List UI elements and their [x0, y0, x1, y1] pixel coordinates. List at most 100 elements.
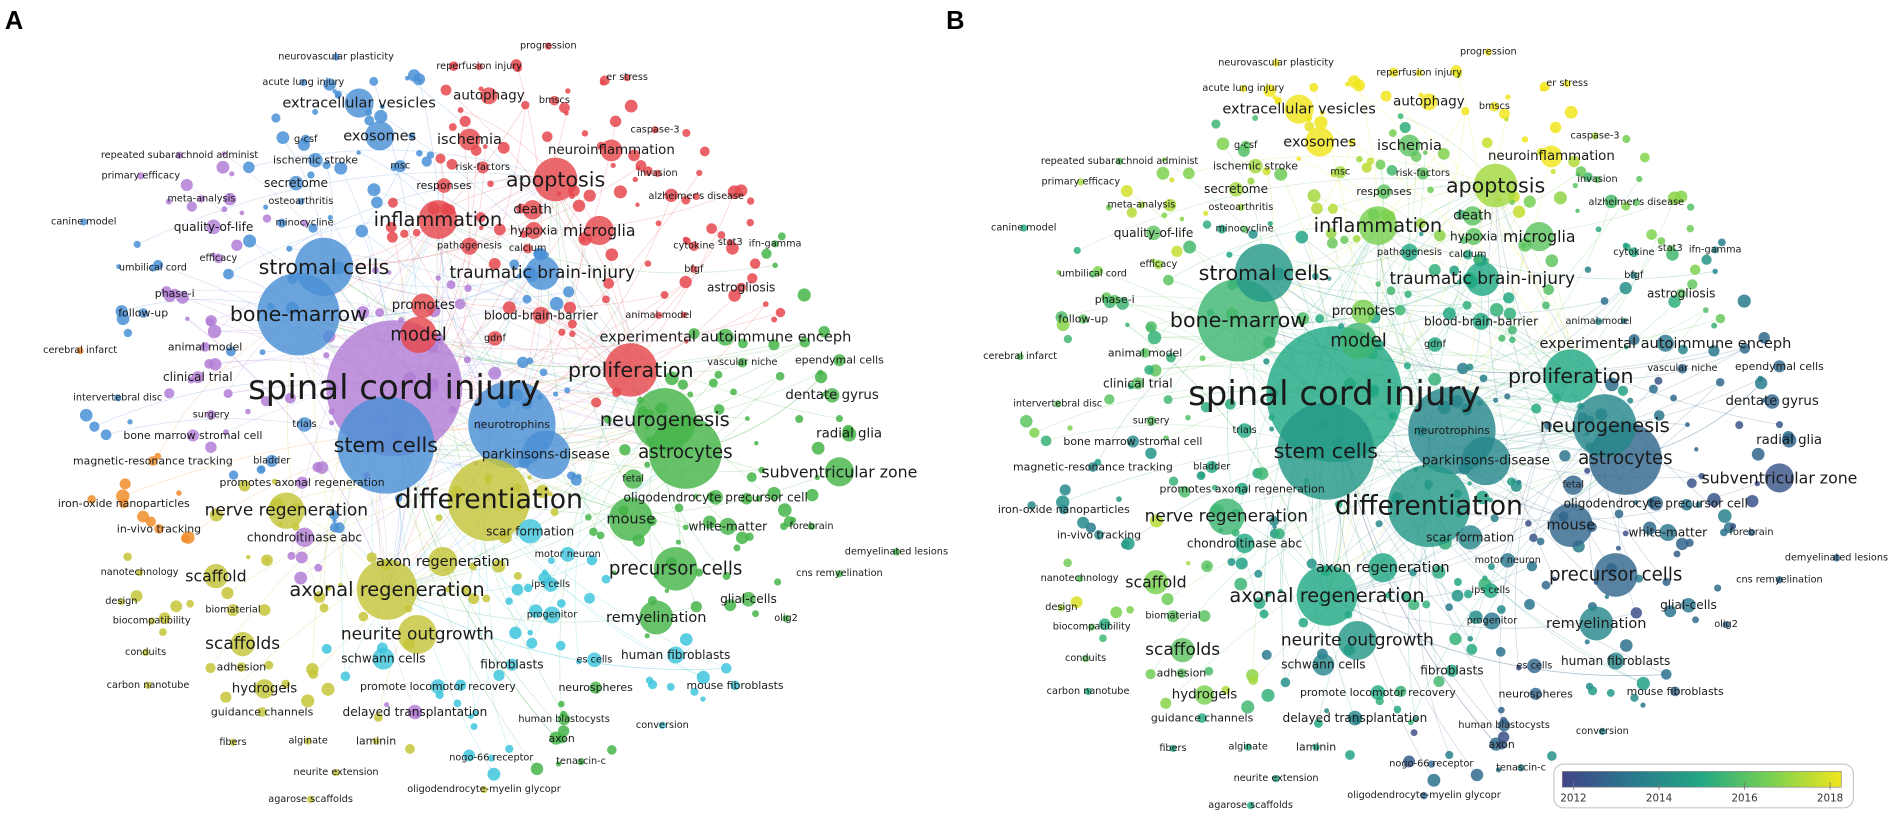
keyword-label[interactable]: neurite outgrowth — [1281, 630, 1434, 650]
keyword-node[interactable] — [300, 134, 311, 145]
keyword-node[interactable] — [633, 388, 697, 452]
keyword-node[interactable] — [1462, 249, 1473, 260]
keyword-node[interactable] — [604, 343, 658, 397]
keyword-label[interactable]: scaffolds — [1145, 640, 1220, 660]
keyword-label[interactable]: agarose scaffolds — [268, 794, 353, 805]
keyword-node[interactable] — [517, 519, 543, 544]
keyword-label[interactable]: neurospheres — [1498, 687, 1573, 700]
keyword-label[interactable]: scaffolds — [205, 634, 280, 654]
keyword-label[interactable]: efficacy — [1140, 259, 1178, 270]
keyword-node[interactable] — [1240, 140, 1251, 151]
keyword-label[interactable]: scaffold — [1125, 573, 1186, 592]
keyword-node[interactable] — [1681, 597, 1696, 613]
keyword-node[interactable] — [236, 662, 247, 672]
keyword-label[interactable]: microglia — [563, 221, 636, 240]
keyword-label[interactable]: proliferation — [568, 358, 694, 382]
keyword-node[interactable] — [1722, 621, 1730, 629]
keyword-node[interactable] — [639, 600, 674, 635]
keyword-node[interactable] — [1548, 503, 1593, 548]
keyword-label[interactable]: forebrain — [1730, 527, 1774, 538]
keyword-node[interactable] — [1176, 668, 1187, 679]
keyword-node[interactable] — [1579, 606, 1614, 641]
keyword-node[interactable] — [1296, 565, 1358, 626]
keyword-label[interactable]: er stress — [606, 72, 648, 83]
keyword-node[interactable] — [356, 559, 418, 620]
keyword-node[interactable] — [1563, 80, 1571, 88]
keyword-label[interactable]: experimental autoimmune enceph — [1539, 335, 1791, 352]
keyword-label[interactable]: iron-oxide nanoparticles — [998, 503, 1130, 516]
keyword-node[interactable] — [1237, 203, 1245, 212]
keyword-node[interactable] — [1462, 206, 1483, 226]
keyword-label[interactable]: extracellular vesicles — [282, 95, 435, 112]
keyword-label[interactable]: blood-brain-barrier — [484, 308, 598, 322]
keyword-label[interactable]: responses — [416, 179, 472, 192]
keyword-node[interactable] — [556, 733, 567, 744]
keyword-label[interactable]: neurovascular plasticity — [278, 52, 394, 63]
keyword-label[interactable]: promote locomotor recovery — [1300, 686, 1456, 699]
keyword-node[interactable] — [1648, 496, 1663, 511]
keyword-label[interactable]: spinal cord injury — [248, 368, 540, 408]
keyword-label[interactable]: neurotrophins — [474, 418, 550, 431]
keyword-label[interactable]: pathogenesis — [1377, 247, 1442, 258]
keyword-node[interactable] — [1773, 360, 1786, 373]
keyword-node[interactable] — [135, 568, 144, 577]
keyword-label[interactable]: bone-marrow — [1170, 308, 1307, 332]
keyword-label[interactable]: progression — [1460, 47, 1517, 58]
keyword-node[interactable] — [736, 282, 747, 293]
keyword-label[interactable]: neurogenesis — [600, 408, 730, 431]
keyword-label[interactable]: schwann cells — [1281, 658, 1365, 672]
keyword-node[interactable] — [394, 160, 407, 173]
keyword-node[interactable] — [716, 328, 734, 346]
keyword-label[interactable]: meta-analysis — [1107, 199, 1175, 210]
keyword-node[interactable] — [460, 237, 478, 255]
keyword-label[interactable]: intervertebral disc — [1013, 398, 1102, 409]
keyword-node[interactable] — [1284, 94, 1314, 124]
keyword-node[interactable] — [1194, 685, 1215, 705]
keyword-label[interactable]: secretome — [264, 176, 328, 190]
keyword-label[interactable]: animal-model — [1565, 316, 1632, 327]
keyword-node[interactable] — [397, 614, 437, 654]
keyword-node[interactable] — [1376, 184, 1392, 199]
keyword-node[interactable] — [892, 548, 901, 556]
keyword-node[interactable] — [80, 218, 88, 226]
keyword-node[interactable] — [1484, 48, 1492, 56]
keyword-label[interactable]: in-vivo tracking — [1057, 528, 1141, 541]
keyword-label[interactable]: phase-i — [155, 287, 195, 300]
keyword-node[interactable] — [1078, 314, 1089, 324]
keyword-node[interactable] — [558, 713, 571, 726]
keyword-label[interactable]: alginate — [288, 736, 327, 747]
keyword-node[interactable] — [1711, 246, 1719, 254]
keyword-label[interactable]: surgery — [193, 409, 230, 420]
keyword-node[interactable] — [726, 238, 734, 247]
keyword-label[interactable]: neurite extension — [1234, 773, 1319, 784]
keyword-label[interactable]: neurite outgrowth — [341, 624, 494, 644]
keyword-label[interactable]: calcium — [509, 243, 547, 254]
keyword-node[interactable] — [1527, 658, 1542, 674]
keyword-node[interactable] — [226, 604, 240, 617]
keyword-node[interactable] — [1146, 416, 1156, 426]
keyword-label[interactable]: stat3 — [1658, 243, 1683, 254]
keyword-label[interactable]: neuroinflammation — [548, 143, 675, 158]
keyword-node[interactable] — [206, 409, 216, 420]
keyword-label[interactable]: responses — [1356, 185, 1412, 198]
keyword-node[interactable] — [294, 237, 354, 296]
keyword-node[interactable] — [1312, 653, 1335, 676]
keyword-node[interactable] — [299, 78, 307, 87]
keyword-label[interactable]: subventricular zone — [761, 462, 917, 481]
keyword-node[interactable] — [1109, 294, 1120, 305]
keyword-node[interactable] — [560, 547, 575, 562]
keyword-label[interactable]: er stress — [1546, 78, 1588, 89]
keyword-label[interactable]: osteoarthritis — [1209, 202, 1274, 213]
keyword-label[interactable]: traumatic brain-injury — [1390, 269, 1575, 289]
keyword-node[interactable] — [1058, 504, 1069, 515]
keyword-label[interactable]: mouse fibroblasts — [687, 679, 784, 692]
keyword-label[interactable]: minocycline — [1215, 224, 1273, 235]
keyword-label[interactable]: fetal — [1562, 480, 1584, 491]
keyword-label[interactable]: ependymal cells — [795, 354, 884, 367]
keyword-node[interactable] — [549, 95, 560, 106]
keyword-node[interactable] — [476, 161, 489, 174]
keyword-node[interactable] — [505, 658, 518, 671]
keyword-label[interactable]: vascular niche — [707, 357, 777, 368]
keyword-node[interactable] — [1427, 760, 1435, 768]
keyword-label[interactable]: cns remyelination — [796, 568, 882, 579]
